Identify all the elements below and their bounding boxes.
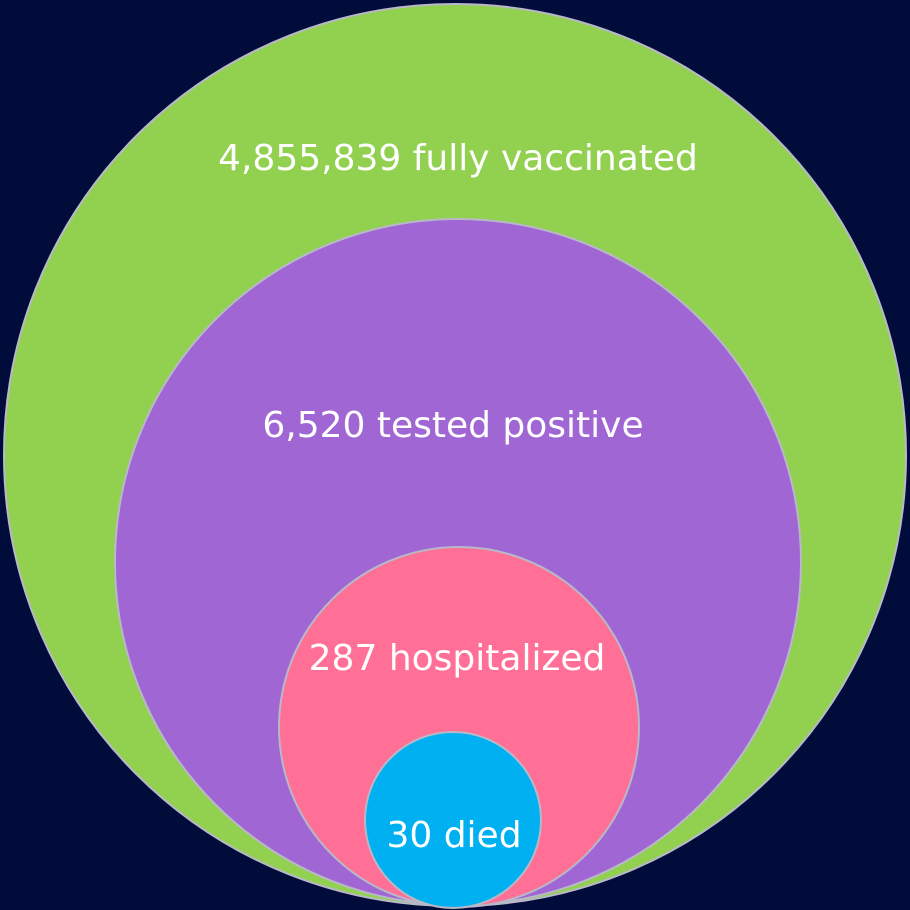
died-label: 30 died (386, 815, 521, 856)
hospitalized-label: 287 hospitalized (309, 638, 606, 679)
vaccinated-label: 4,855,839 fully vaccinated (218, 138, 698, 179)
positive-label: 6,520 tested positive (262, 405, 643, 446)
died-circle (364, 731, 542, 909)
